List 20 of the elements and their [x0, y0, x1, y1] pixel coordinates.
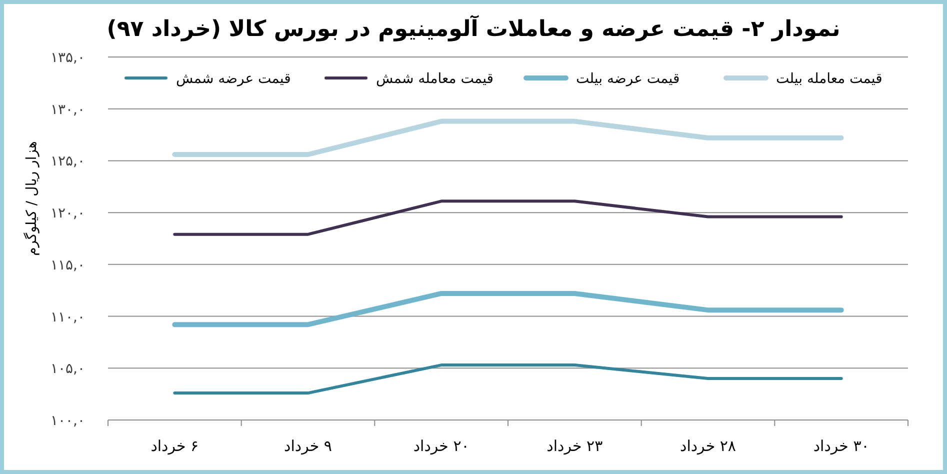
y-axis-title: هزار ریال / کیلوگرم [23, 141, 40, 256]
y-tick-label: ۱۱۰,۰ [50, 309, 85, 326]
legend-label: قیمت معامله بیلت [776, 71, 882, 87]
y-tick-label: ۱۳۰,۰ [50, 102, 85, 118]
x-tick-label: ۹ خرداد [284, 437, 332, 455]
y-tick-label: ۱۲۵,۰ [50, 154, 85, 170]
y-tick-label: ۱۰۵,۰ [50, 361, 85, 378]
legend-label: قیمت عرضه بیلت [576, 71, 680, 87]
x-tick-label: ۳۰ خرداد [813, 437, 870, 455]
y-tick-label: ۱۰۰,۰ [50, 413, 85, 429]
x-tick-label: ۲۳ خرداد [546, 437, 603, 455]
x-tick-label: ۲۸ خرداد [680, 437, 736, 455]
y-tick-label: ۱۱۵,۰ [50, 257, 85, 274]
legend-label: قیمت معامله شمش [376, 71, 494, 87]
y-tick-label: ۱۳۵,۰ [50, 50, 85, 66]
legend-label: قیمت عرضه شمش [176, 71, 291, 87]
x-tick-label: ۶ خرداد [150, 437, 199, 455]
x-tick-label: ۲۰ خرداد [413, 437, 470, 455]
chart-title: نمودار ۲- قیمت عرضه و معاملات آلومینیوم در بورس کالا (خرداد ۹۷) [106, 15, 840, 42]
y-tick-label: ۱۲۰,۰ [50, 206, 85, 222]
